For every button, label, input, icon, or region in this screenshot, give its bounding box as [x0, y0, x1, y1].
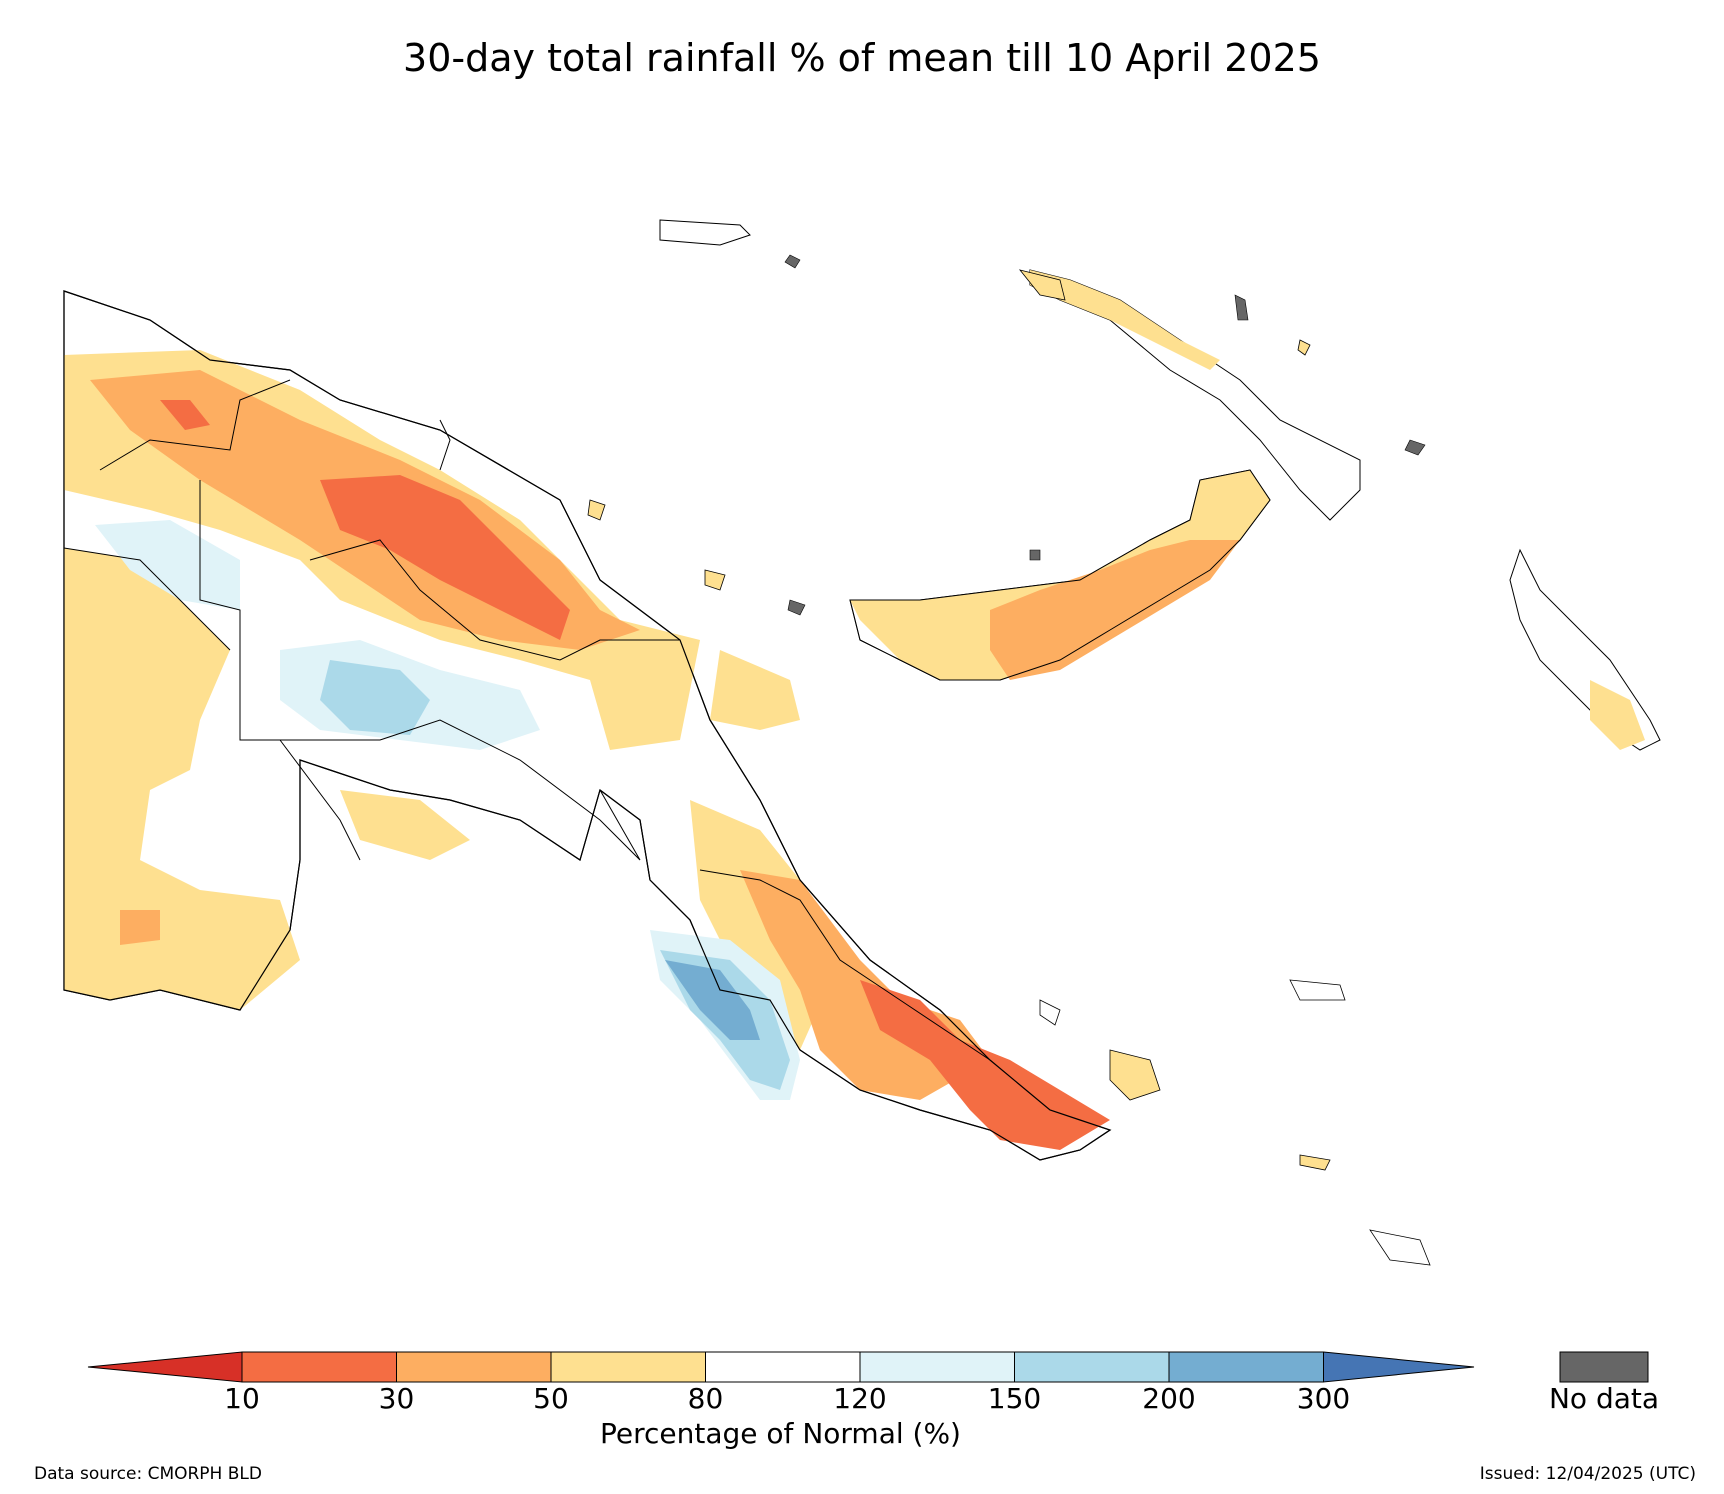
- bougainville-50-80: [1590, 680, 1645, 750]
- woodlark-island: [1289, 979, 1346, 1001]
- zone-50-80-east: [710, 650, 800, 730]
- colorbar-tick-50: 50: [533, 1382, 569, 1415]
- new-britain-50-80: [850, 470, 1270, 680]
- manus-island: [659, 219, 751, 246]
- data-source: Data source: CMORPH BLD: [34, 1464, 262, 1484]
- island-no-data-3: [1404, 439, 1426, 456]
- colorbar-bin-30-50: [396, 1351, 552, 1383]
- zone-30-50-patch-sw: [120, 910, 160, 945]
- colorbar-tick-80: 80: [687, 1382, 724, 1415]
- colorbar-bin-150-200: [1014, 1351, 1170, 1383]
- colorbar-bin-50-80: [550, 1351, 706, 1383]
- new-britain: [849, 469, 1271, 681]
- new-hanover: [1018, 269, 1066, 301]
- island-no-data-4: [787, 599, 806, 616]
- colorbar-label: Percentage of Normal (%): [600, 1417, 961, 1450]
- misima-island: [1299, 1154, 1331, 1171]
- colorbar-tick-30: 30: [378, 1382, 415, 1415]
- zone-120-150-west: [95, 520, 240, 610]
- new-britain-30-50: [990, 540, 1240, 680]
- no-data-label: No data: [1548, 1382, 1660, 1415]
- rossel-island: [1369, 1229, 1431, 1266]
- province-borders: [63, 379, 991, 1061]
- new-britain-coastline: [849, 469, 1271, 681]
- colorbar-tick-150: 150: [987, 1382, 1042, 1415]
- zone-10-30-nw: [160, 400, 210, 430]
- colorbar: [87, 1351, 1649, 1383]
- colorbar-under-triangle: [87, 1351, 243, 1383]
- map-title: 30-day total rainfall % of mean till 10 …: [403, 36, 1321, 80]
- island-no-data-2: [1234, 294, 1249, 321]
- colorbar-tick-200: 200: [1142, 1382, 1196, 1415]
- goodenough-island: [1039, 999, 1061, 1026]
- colorbar-bin-80-120: [705, 1351, 861, 1383]
- island-no-data-1: [784, 254, 801, 269]
- colorbar-bin-10-30: [241, 1351, 397, 1383]
- rainfall-map: [63, 219, 1661, 1266]
- feni-island: [1297, 339, 1311, 356]
- long-island: [704, 569, 726, 591]
- zone-50-80-south: [340, 790, 470, 860]
- karkar-island: [587, 499, 606, 521]
- new-ireland: [1029, 269, 1361, 521]
- zone-200-300-south: [665, 960, 760, 1040]
- zone-150-200-central: [320, 660, 430, 735]
- issued-date: Issued: 12/04/2025 (UTC): [1479, 1464, 1696, 1484]
- colorbar-bin-200-300: [1168, 1351, 1324, 1383]
- new-ireland-50-80: [1030, 270, 1220, 370]
- small-islands: [587, 219, 1431, 1266]
- zone-50-80-west: [64, 548, 300, 1010]
- colorbar-tick-300: 300: [1296, 1382, 1351, 1415]
- bougainville: [1509, 548, 1661, 751]
- zone-10-30-north: [320, 475, 570, 640]
- fergusson-island: [1109, 1049, 1161, 1101]
- colorbar-bin-120-150: [859, 1351, 1015, 1383]
- colorbar-tick-10: 10: [224, 1382, 260, 1415]
- mainland-coastline: [63, 290, 1112, 1161]
- colorbar-over-triangle: [1323, 1351, 1475, 1383]
- mainland-new-guinea: [63, 290, 1112, 1161]
- island-no-data-5: [1029, 549, 1041, 561]
- no-data-swatch: [1559, 1351, 1649, 1383]
- colorbar-tick-120: 120: [833, 1382, 887, 1415]
